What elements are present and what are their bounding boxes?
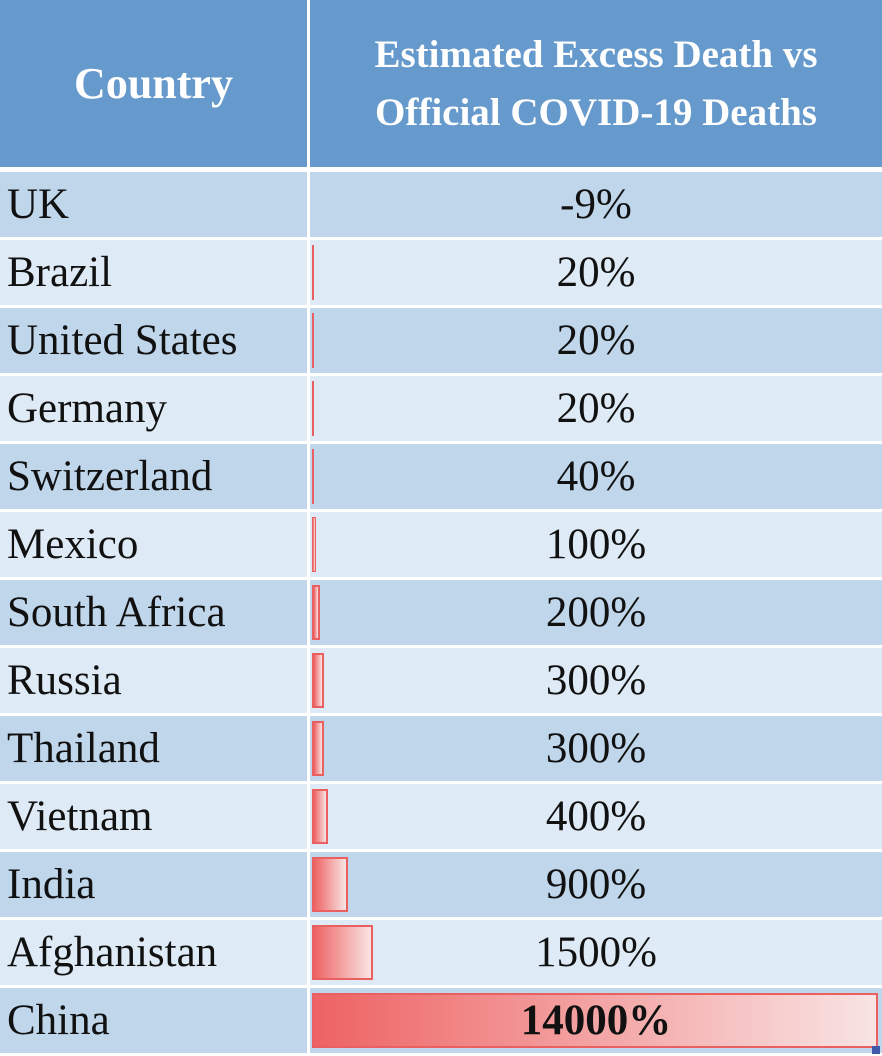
data-bar: [312, 585, 320, 640]
header-row: Country Estimated Excess Death vs Offici…: [0, 0, 882, 167]
data-bar: [312, 517, 316, 572]
value-label: 200%: [545, 589, 647, 636]
table-row: Afghanistan 1500%: [0, 920, 882, 985]
header-metric[interactable]: Estimated Excess Death vs Official COVID…: [310, 0, 882, 167]
value-label: 300%: [545, 725, 647, 772]
data-bar: [312, 993, 878, 1048]
table-row: South Africa 200%: [0, 580, 882, 645]
country-cell[interactable]: United States: [0, 308, 307, 373]
value-cell[interactable]: 40%: [310, 444, 882, 509]
value-label: 300%: [545, 657, 647, 704]
data-bar: [312, 381, 314, 436]
data-bar: [312, 857, 348, 912]
table-row: China 14000%: [0, 988, 882, 1053]
value-label: 1500%: [535, 929, 657, 976]
country-cell[interactable]: Afghanistan: [0, 920, 307, 985]
data-bar: [312, 653, 324, 708]
value-cell[interactable]: 20%: [310, 376, 882, 441]
value-cell[interactable]: 100%: [310, 512, 882, 577]
value-label: 900%: [545, 861, 647, 908]
data-bar: [312, 721, 324, 776]
value-cell[interactable]: 400%: [310, 784, 882, 849]
country-cell[interactable]: Mexico: [0, 512, 307, 577]
value-cell[interactable]: 300%: [310, 648, 882, 713]
country-cell[interactable]: South Africa: [0, 580, 307, 645]
country-cell[interactable]: India: [0, 852, 307, 917]
country-cell[interactable]: UK: [0, 172, 307, 237]
value-label: -9%: [560, 181, 632, 228]
data-bar: [312, 925, 373, 980]
table-row: India 900%: [0, 852, 882, 917]
value-cell[interactable]: 900%: [310, 852, 882, 917]
table-row: Thailand 300%: [0, 716, 882, 781]
value-label: 20%: [556, 249, 636, 296]
country-cell[interactable]: Brazil: [0, 240, 307, 305]
header-country[interactable]: Country: [0, 0, 307, 167]
table-row: Germany 20%: [0, 376, 882, 441]
value-cell[interactable]: 1500%: [310, 920, 882, 985]
table-row: UK -9%: [0, 172, 882, 237]
header-metric-line1: Estimated Excess Death vs: [374, 32, 818, 76]
table-row: Mexico 100%: [0, 512, 882, 577]
value-cell[interactable]: 300%: [310, 716, 882, 781]
value-cell[interactable]: 200%: [310, 580, 882, 645]
data-bar: [312, 313, 314, 368]
value-cell[interactable]: 20%: [310, 240, 882, 305]
table-row: Russia 300%: [0, 648, 882, 713]
country-cell[interactable]: Thailand: [0, 716, 307, 781]
header-country-label: Country: [74, 58, 233, 108]
value-label: 20%: [556, 317, 636, 364]
value-label: 400%: [545, 793, 647, 840]
table-row: Switzerland 40%: [0, 444, 882, 509]
table-row: Brazil 20%: [0, 240, 882, 305]
table-row: Vietnam 400%: [0, 784, 882, 849]
selection-handle[interactable]: [872, 1046, 880, 1054]
country-cell[interactable]: Switzerland: [0, 444, 307, 509]
value-cell[interactable]: 20%: [310, 308, 882, 373]
value-cell[interactable]: -9%: [310, 172, 882, 237]
value-label: 40%: [556, 453, 636, 500]
value-label: 20%: [556, 385, 636, 432]
data-bar: [312, 449, 314, 504]
country-cell[interactable]: Germany: [0, 376, 307, 441]
value-label: 14000%: [520, 997, 672, 1044]
value-cell[interactable]: 14000%: [310, 988, 882, 1053]
value-label: 100%: [545, 521, 647, 568]
country-cell[interactable]: Vietnam: [0, 784, 307, 849]
data-bar: [312, 789, 328, 844]
country-cell[interactable]: China: [0, 988, 307, 1053]
header-metric-line2: Official COVID-19 Deaths: [375, 90, 817, 134]
table-row: United States 20%: [0, 308, 882, 373]
country-cell[interactable]: Russia: [0, 648, 307, 713]
data-bar: [312, 245, 314, 300]
